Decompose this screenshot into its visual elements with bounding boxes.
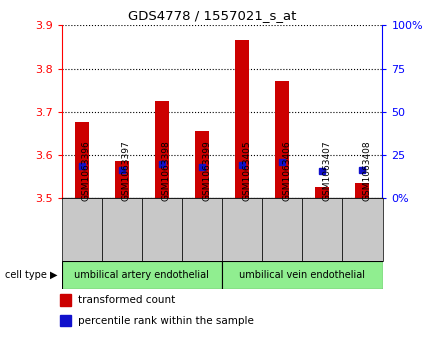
Bar [355,183,369,198]
Text: umbilical artery endothelial: umbilical artery endothelial [74,270,209,280]
Bar [60,315,71,326]
Bar [182,198,222,261]
Bar [235,41,249,198]
Text: GDS4778 / 1557021_s_at: GDS4778 / 1557021_s_at [128,9,297,22]
Bar [62,198,102,261]
Bar [195,131,209,198]
Bar [75,122,89,198]
Bar [222,261,382,289]
Bar [275,81,289,198]
Text: GSM1063396: GSM1063396 [82,140,91,201]
Text: GSM1063398: GSM1063398 [162,140,171,201]
Text: GSM1063408: GSM1063408 [363,140,371,201]
Text: cell type ▶: cell type ▶ [5,270,57,280]
Text: GSM1063406: GSM1063406 [282,140,291,201]
Bar [102,198,142,261]
Bar [315,187,329,198]
Text: GSM1063407: GSM1063407 [322,140,332,201]
Bar [62,261,222,289]
Text: transformed count: transformed count [78,295,175,305]
Bar [222,198,262,261]
Bar [142,198,182,261]
Bar [155,101,169,198]
Text: GSM1063397: GSM1063397 [122,140,131,201]
Text: GSM1063405: GSM1063405 [242,140,251,201]
Text: GSM1063399: GSM1063399 [202,140,211,201]
Bar [262,198,302,261]
Bar [343,198,382,261]
Text: umbilical vein endothelial: umbilical vein endothelial [239,270,365,280]
Bar [115,161,129,198]
Text: percentile rank within the sample: percentile rank within the sample [78,316,254,326]
Bar [60,294,71,306]
Bar [302,198,343,261]
